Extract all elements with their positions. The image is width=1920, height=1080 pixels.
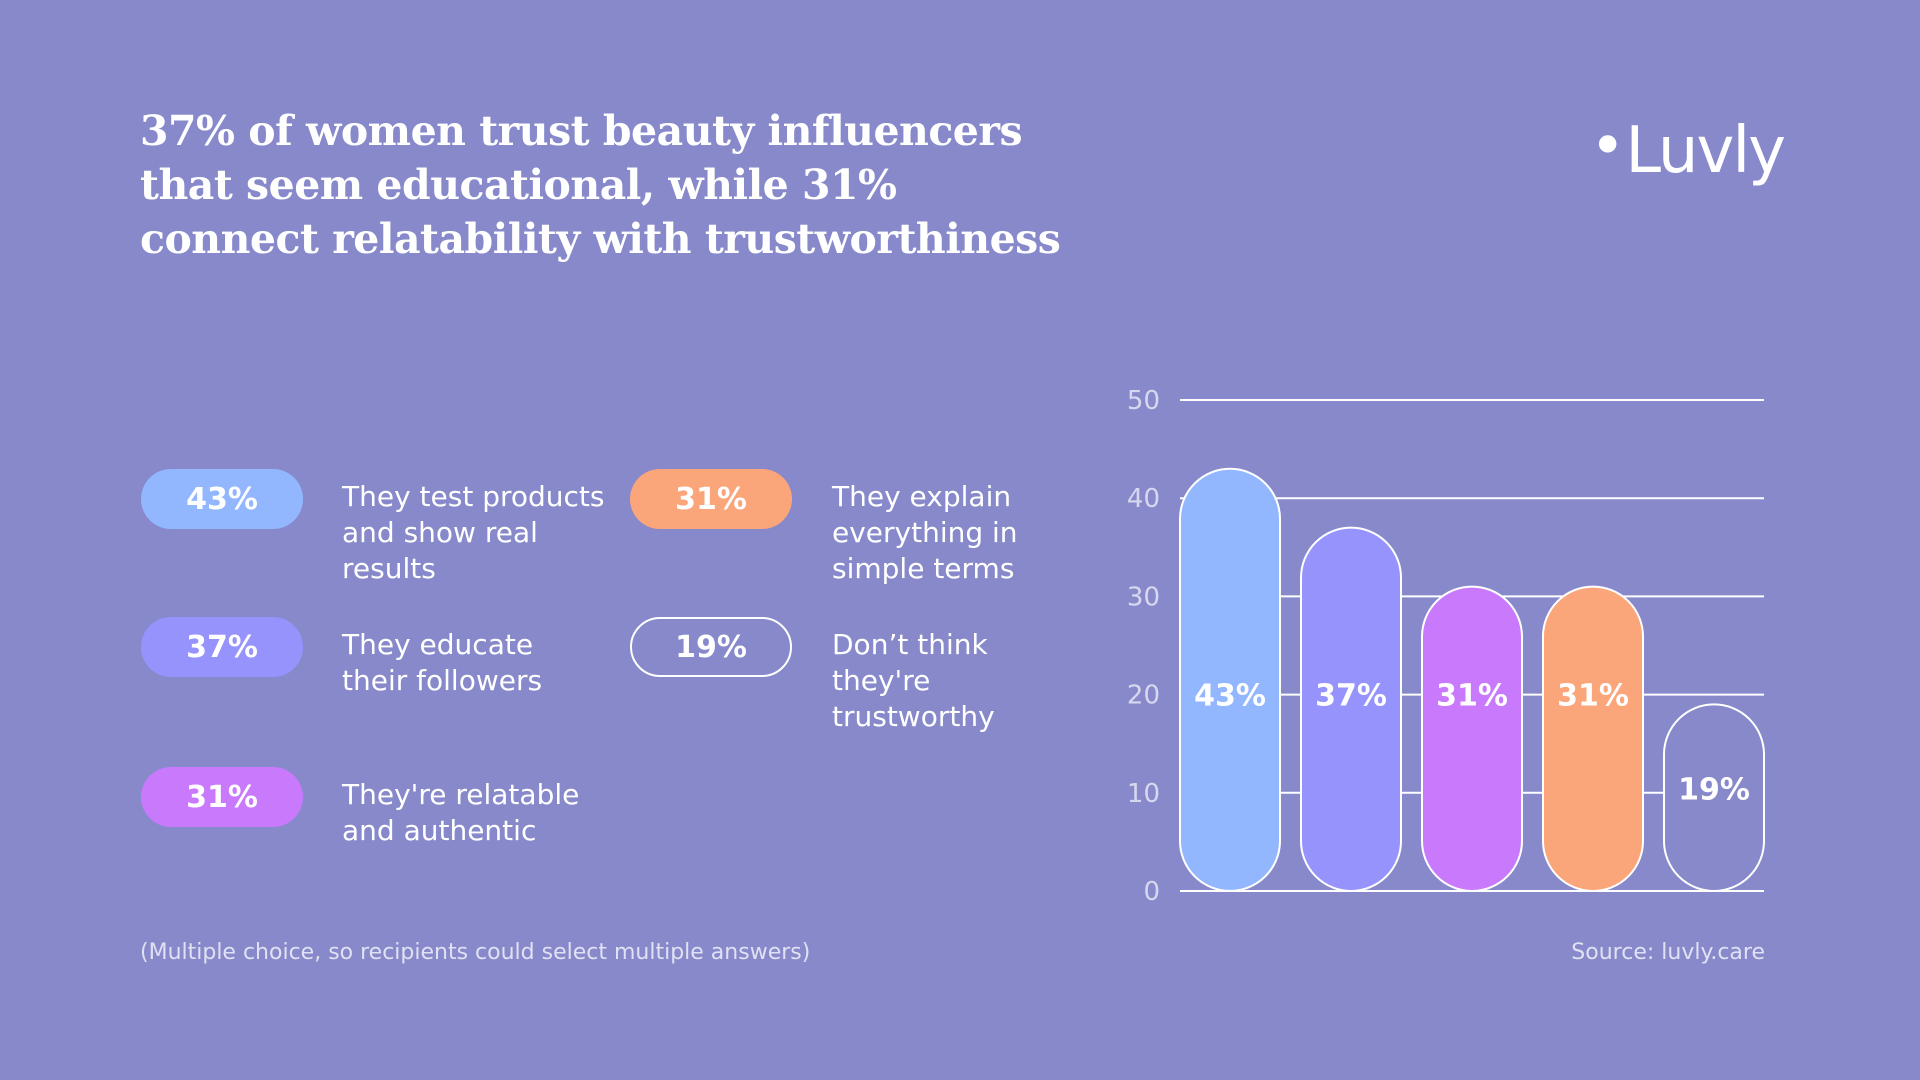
bars xyxy=(1179,467,1765,892)
bar xyxy=(1300,526,1402,892)
y-tick-label: 20 xyxy=(1127,681,1160,711)
bar-data-label: 37% xyxy=(1315,679,1387,714)
bar-data-label: 31% xyxy=(1436,679,1508,714)
legend-text: They explain everything in simple terms xyxy=(832,480,1018,585)
source-note: Source: luvly.care xyxy=(1571,940,1765,965)
footnote: (Multiple choice, so recipients could se… xyxy=(140,940,811,965)
y-tick-label: 30 xyxy=(1127,582,1160,612)
brand-dot: • xyxy=(1590,111,1625,181)
bar xyxy=(1421,585,1523,892)
brand-logo: •Luvly xyxy=(1590,104,1786,193)
legend-pill: 37% xyxy=(141,617,303,677)
y-tick-label: 50 xyxy=(1127,386,1160,416)
legend-pill: 31% xyxy=(141,767,303,827)
y-tick-label: 10 xyxy=(1127,779,1160,809)
bar-labels: 43% 37% 31% 31% 19% xyxy=(1194,679,1750,808)
y-axis-ticks: 0 10 20 30 40 50 xyxy=(1127,386,1160,907)
brand-name: Luvly xyxy=(1625,114,1786,188)
legend-pill: 31% xyxy=(630,469,792,529)
legend-text: Don’t think they're trustworthy xyxy=(832,628,995,733)
bar xyxy=(1179,467,1281,892)
bar xyxy=(1542,585,1644,892)
legend-pill: 19% xyxy=(630,617,792,677)
y-tick-label: 0 xyxy=(1143,877,1160,907)
bar-data-label: 43% xyxy=(1194,679,1266,714)
legend-text: They test products and show real results xyxy=(342,480,605,585)
bar xyxy=(1663,703,1765,892)
bar-data-label: 31% xyxy=(1557,679,1629,714)
legend-text: They're relatable and authentic xyxy=(342,778,580,847)
legend-pill: 43% xyxy=(141,469,303,529)
legend-text: They educate their followers xyxy=(342,628,543,697)
chart-title: 37% of women trust beauty influencers th… xyxy=(140,107,1061,263)
y-tick-label: 40 xyxy=(1127,484,1160,514)
bar-data-label: 19% xyxy=(1678,772,1750,807)
